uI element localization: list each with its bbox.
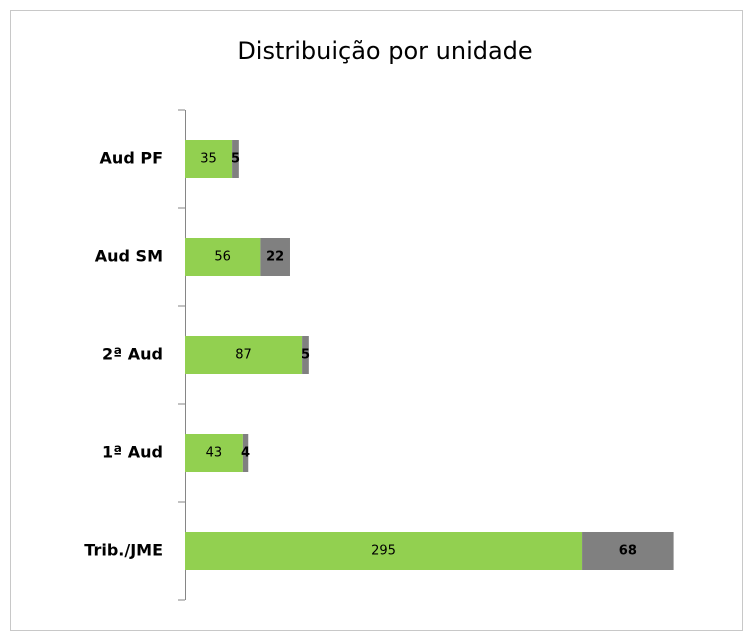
bar-segment — [185, 434, 243, 472]
bar-segment — [582, 532, 674, 570]
data-label: 56 — [214, 250, 231, 265]
data-label: 5 — [231, 152, 240, 167]
y-tick-label: Aud SM — [95, 247, 163, 266]
bar-segment — [185, 532, 583, 570]
y-tick-label: Aud PF — [100, 149, 163, 168]
bar-segment — [260, 238, 290, 276]
bar-segment — [185, 336, 303, 374]
chart-frame — [10, 10, 743, 631]
chart-title: Distribuição por unidade — [237, 37, 532, 65]
bar-segment — [242, 434, 249, 472]
bar-segment — [185, 238, 261, 276]
data-label: 35 — [200, 152, 217, 167]
y-tick-label: Trib./JME — [84, 541, 163, 560]
bar-segment — [185, 140, 233, 178]
data-label: 22 — [266, 250, 284, 265]
data-label: 43 — [206, 446, 223, 461]
data-label: 295 — [371, 544, 396, 559]
y-tick-label: 1ª Aud — [102, 443, 163, 462]
bar-segment — [232, 140, 239, 178]
data-label: 4 — [241, 446, 250, 461]
bar-segment — [302, 336, 309, 374]
data-label: 87 — [235, 348, 252, 363]
data-label: 68 — [619, 544, 637, 559]
data-label: 5 — [301, 348, 310, 363]
y-tick-label: 2ª Aud — [102, 345, 163, 364]
